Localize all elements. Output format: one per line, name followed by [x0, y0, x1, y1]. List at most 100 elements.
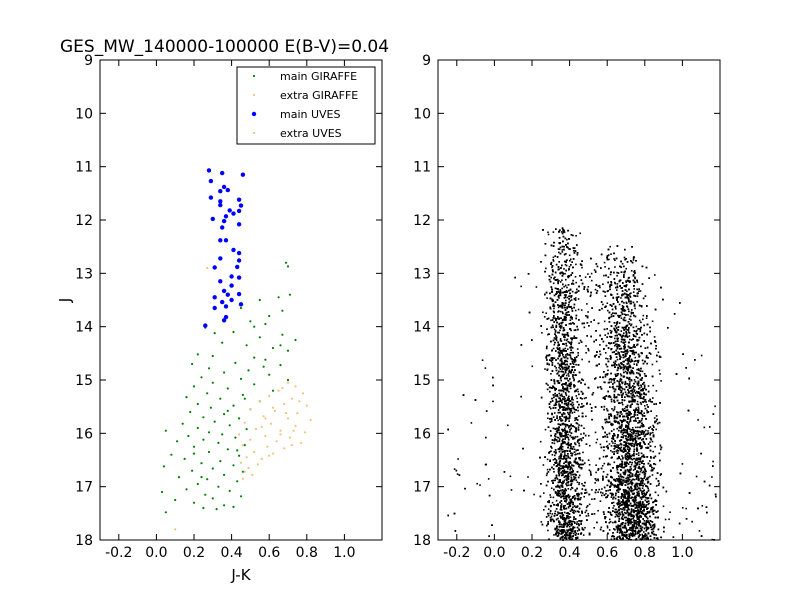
data-point [640, 326, 642, 329]
data-point [620, 497, 623, 500]
data-point [625, 519, 627, 522]
data-point [253, 383, 256, 386]
data-point [253, 450, 256, 454]
data-point [610, 381, 612, 383]
data-point [574, 360, 577, 362]
data-point [644, 467, 646, 470]
data-point [641, 471, 644, 474]
data-point [558, 438, 561, 440]
data-point [601, 488, 603, 490]
data-point [574, 297, 577, 299]
data-point [547, 231, 549, 234]
data-point [240, 172, 246, 177]
data-point [209, 406, 212, 409]
data-point [232, 464, 235, 467]
data-point [657, 494, 660, 497]
y-tick-label: 14 [75, 320, 93, 336]
data-point [627, 507, 629, 510]
data-point [649, 353, 652, 355]
data-point [632, 393, 634, 396]
data-point [621, 305, 624, 307]
data-point [641, 490, 643, 493]
data-point [640, 512, 643, 515]
data-point [192, 452, 196, 455]
data-point [700, 354, 703, 357]
data-point [649, 400, 652, 403]
data-point [219, 460, 222, 463]
x-tick-label: -0.2 [105, 545, 132, 561]
data-point [229, 297, 234, 303]
data-point [554, 276, 556, 278]
data-point [557, 419, 559, 422]
data-point [560, 509, 563, 511]
legend-label: extra GIRAFFE [280, 89, 358, 102]
data-point [636, 372, 638, 374]
data-point [637, 452, 640, 454]
data-point [615, 360, 617, 363]
data-point [570, 488, 572, 491]
data-point [602, 455, 605, 458]
data-point [552, 496, 555, 499]
data-point [564, 490, 566, 493]
data-point [550, 319, 552, 322]
data-point [588, 503, 591, 506]
data-point [279, 364, 282, 367]
data-point [604, 334, 606, 336]
data-point [623, 351, 626, 353]
data-point [560, 442, 563, 445]
data-point [638, 420, 641, 422]
data-point [614, 337, 616, 340]
data-point [238, 433, 241, 436]
data-point [281, 386, 284, 390]
data-point [559, 338, 562, 340]
data-point [507, 424, 509, 427]
data-point [558, 318, 560, 320]
data-point [569, 443, 571, 446]
data-point [642, 470, 645, 473]
data-point [535, 286, 538, 288]
data-point [557, 517, 559, 520]
data-point [569, 258, 572, 261]
data-point [629, 418, 632, 420]
data-point [619, 365, 622, 368]
data-point [561, 375, 564, 378]
data-point [241, 477, 244, 480]
data-point [544, 368, 546, 370]
data-point [628, 358, 630, 361]
data-point [563, 476, 566, 479]
data-point [579, 466, 581, 469]
data-point [619, 379, 621, 381]
data-point [558, 317, 561, 320]
data-point [608, 258, 610, 261]
data-point [652, 397, 654, 399]
data-point [570, 345, 573, 348]
data-point [568, 375, 570, 377]
data-point [185, 488, 188, 491]
data-point [574, 442, 576, 444]
data-point [628, 446, 630, 449]
data-point [286, 349, 290, 352]
data-point [470, 422, 473, 424]
data-point [567, 476, 570, 479]
data-point [594, 482, 596, 484]
data-point [309, 418, 312, 422]
data-point [630, 323, 633, 326]
data-point [597, 509, 599, 512]
data-point [578, 442, 580, 445]
data-point [220, 299, 225, 305]
data-point [262, 415, 265, 418]
data-point [588, 464, 591, 466]
data-point [636, 403, 638, 405]
data-point [630, 444, 632, 446]
data-point [569, 457, 571, 460]
data-point [568, 354, 570, 356]
data-point [277, 296, 280, 299]
data-point [527, 476, 529, 478]
data-point [563, 339, 566, 341]
data-point [601, 494, 603, 497]
data-point [573, 426, 576, 428]
data-point [589, 444, 591, 447]
data-point [636, 295, 639, 297]
